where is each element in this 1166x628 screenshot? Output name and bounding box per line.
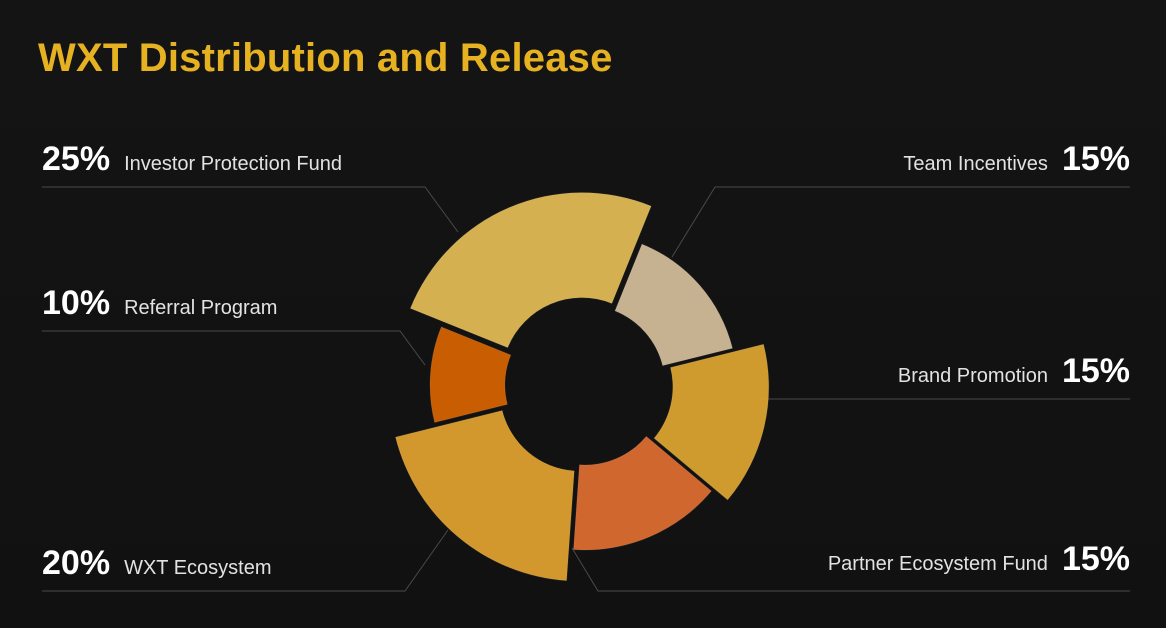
leader-line-referral-program	[42, 330, 426, 366]
leader-line-wxt-ecosystem	[42, 529, 449, 592]
name-referral-program: Referral Program	[124, 297, 278, 319]
name-team-incentives: Team Incentives	[903, 153, 1048, 175]
slice-partner-ecosystem-fund	[572, 435, 712, 551]
slice-referral-program	[429, 326, 512, 423]
slice-team-incentives	[614, 243, 733, 367]
page-title: WXT Distribution and Release	[38, 36, 613, 80]
slice-wxt-ecosystem	[395, 409, 575, 582]
leader-line-investor-protection-fund	[42, 186, 459, 233]
percent-partner-ecosystem-fund: 15%	[1061, 540, 1130, 578]
label-investor-protection-fund: 25% Investor Protection Fund	[42, 140, 342, 179]
name-investor-protection-fund: Investor Protection Fund	[124, 153, 342, 175]
percent-brand-promotion: 15%	[1061, 352, 1130, 390]
name-partner-ecosystem-fund: Partner Ecosystem Fund	[827, 553, 1048, 575]
slice-brand-promotion	[653, 343, 770, 501]
percent-referral-program: 10%	[42, 284, 111, 322]
percent-investor-protection-fund: 25%	[42, 140, 111, 178]
label-partner-ecosystem-fund: Partner Ecosystem Fund 15%	[828, 540, 1130, 579]
leader-line-partner-ecosystem-fund	[571, 547, 1130, 592]
percent-wxt-ecosystem: 20%	[42, 544, 111, 582]
name-brand-promotion: Brand Promotion	[897, 365, 1048, 387]
label-referral-program: 10% Referral Program	[42, 284, 277, 323]
label-brand-promotion: Brand Promotion 15%	[898, 352, 1130, 391]
slice-investor-protection-fund	[409, 192, 652, 349]
label-wxt-ecosystem: 20% WXT Ecosystem	[42, 544, 272, 583]
name-wxt-ecosystem: WXT Ecosystem	[124, 557, 272, 579]
leader-line-team-incentives	[671, 186, 1130, 258]
label-team-incentives: Team Incentives 15%	[903, 140, 1130, 179]
percent-team-incentives: 15%	[1061, 140, 1130, 178]
